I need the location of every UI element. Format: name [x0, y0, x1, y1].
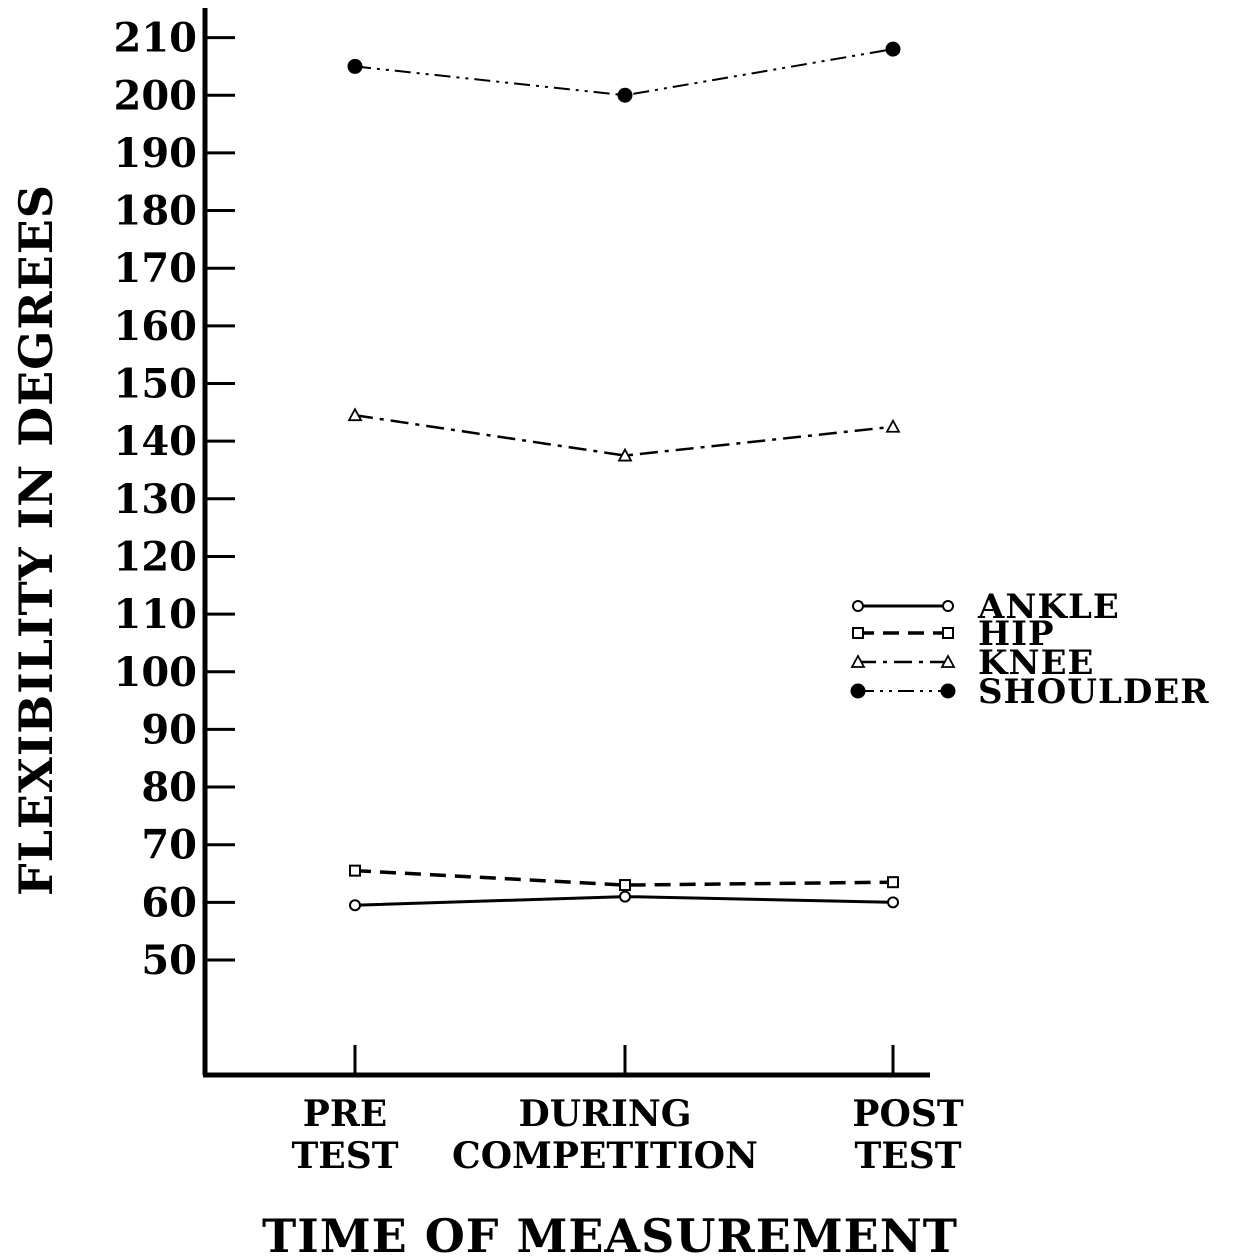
- y-tick-label: 210: [114, 15, 198, 62]
- legend-item-knee: KNEE: [850, 643, 1094, 683]
- x-tick-label: PRE: [303, 1093, 387, 1135]
- data-point: [942, 600, 954, 612]
- legend-item-hip: HIP: [852, 614, 1055, 654]
- y-tick-label: 80: [141, 764, 197, 811]
- series-knee: [347, 407, 901, 462]
- data-point: [349, 899, 361, 912]
- data-point: [887, 876, 899, 889]
- legend-label: KNEE: [978, 643, 1094, 683]
- x-tick-label: TEST: [291, 1135, 398, 1177]
- data-point: [850, 654, 866, 668]
- data-point: [885, 41, 901, 57]
- data-point: [885, 418, 901, 433]
- data-point: [940, 683, 956, 699]
- data-point: [852, 627, 864, 639]
- series-shoulder: [347, 41, 901, 103]
- y-tick-label: 60: [141, 879, 197, 926]
- y-tick-label: 160: [114, 303, 198, 350]
- data-point: [852, 600, 864, 612]
- y-tick-label: 70: [141, 822, 197, 869]
- data-point: [940, 654, 956, 668]
- legend-label: ANKLE: [977, 587, 1120, 627]
- series-hip: [349, 864, 899, 892]
- y-axis-title: FLEXIBILITY IN DEGREES: [9, 184, 63, 896]
- series-line: [354, 413, 894, 457]
- data-point: [617, 447, 633, 462]
- x-tick-label: DURING: [518, 1093, 691, 1135]
- data-point: [349, 864, 361, 877]
- x-tick-label: TEST: [854, 1135, 961, 1177]
- x-tick-label: COMPETITION: [452, 1135, 758, 1177]
- y-tick-label: 180: [114, 188, 198, 235]
- data-point: [887, 896, 899, 909]
- data-point: [850, 683, 866, 699]
- data-point: [942, 627, 954, 639]
- y-tick-label: 50: [141, 937, 197, 984]
- series-ankle: [349, 890, 899, 912]
- legend-label: SHOULDER: [978, 672, 1210, 712]
- series-line: [354, 868, 894, 887]
- y-tick-label: 200: [114, 72, 198, 119]
- data-point: [347, 407, 363, 422]
- data-point: [617, 87, 633, 103]
- data-point: [619, 890, 631, 903]
- y-tick-label: 120: [114, 533, 198, 580]
- x-axis-title: TIME OF MEASUREMENT: [262, 1209, 958, 1260]
- y-tick-label: 90: [141, 706, 197, 753]
- plot-area: [347, 41, 901, 912]
- y-tick-label: 170: [114, 245, 198, 292]
- x-tick-label: POST: [852, 1093, 963, 1135]
- y-tick-label: 130: [114, 476, 198, 523]
- legend-label: HIP: [978, 614, 1055, 654]
- axes: 50 60 70 80 90 100 110 120 130 140 150 160 170 180 190…: [114, 8, 964, 1177]
- legend-item-shoulder: SHOULDER: [850, 672, 1210, 712]
- y-tick-label: 110: [114, 591, 198, 638]
- data-point: [619, 879, 631, 892]
- data-point: [347, 58, 363, 74]
- legend-item-ankle: ANKLE: [852, 587, 1120, 627]
- y-tick-label: 100: [114, 649, 198, 696]
- y-tick-label: 150: [114, 361, 198, 408]
- y-tick-label: 140: [114, 418, 198, 465]
- y-tick-label: 190: [114, 130, 198, 177]
